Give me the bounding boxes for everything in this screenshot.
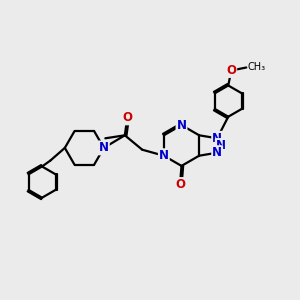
Text: N: N	[216, 139, 226, 152]
Text: N: N	[176, 118, 187, 132]
Text: N: N	[212, 132, 222, 145]
Text: N: N	[212, 146, 222, 159]
Text: N: N	[99, 141, 109, 154]
Text: O: O	[122, 111, 132, 124]
Text: N: N	[159, 149, 169, 162]
Text: O: O	[175, 178, 185, 191]
Text: O: O	[226, 64, 236, 77]
Text: CH₃: CH₃	[248, 62, 266, 73]
